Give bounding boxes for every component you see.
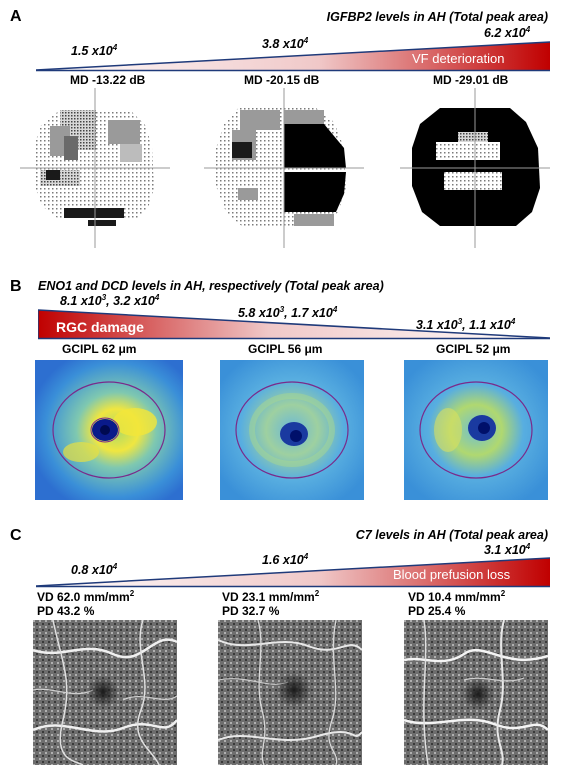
panel-a-md-1: MD -13.22 dB <box>70 73 146 87</box>
panel-c-letter: C <box>10 527 22 544</box>
oct-map-3 <box>404 360 548 500</box>
octa-image-3 <box>404 620 548 765</box>
octa-image-1 <box>33 620 177 765</box>
panel-c-title: C7 levels in AH (Total peak area) <box>355 528 548 542</box>
panel-b-gcipl-3: GCIPL 52 μm <box>436 342 511 356</box>
panel-a-title: IGFBP2 levels in AH (Total peak area) <box>326 10 548 24</box>
panel-a-wedge <box>36 41 550 72</box>
panel-b-letter: B <box>10 278 22 295</box>
panel-a-level-2: 3.8 x104 <box>262 35 309 51</box>
panel-a-letter: A <box>10 8 22 25</box>
panel-a-banner: VF deterioration <box>412 51 505 66</box>
panel-b-level-1: 8.1 x103, 3.2 x104 <box>60 292 160 308</box>
panel-c-metrics-1: VD 62.0 mm/mm2 PD 43.2 % <box>37 589 135 619</box>
panel-a-level-1: 1.5 x104 <box>71 42 118 58</box>
panel-c-wedge <box>36 557 550 588</box>
octa-image-2 <box>218 620 362 765</box>
visual-field-plot-1 <box>20 88 170 248</box>
visual-field-plot-3 <box>400 88 550 248</box>
panel-a-level-3: 6.2 x104 <box>484 24 531 40</box>
panel-b-gcipl-2: GCIPL 56 μm <box>248 342 323 356</box>
oct-map-1 <box>35 360 183 500</box>
panel-b-title: ENO1 and DCD levels in AH, respectively … <box>38 279 384 293</box>
panel-b-gcipl-1: GCIPL 62 μm <box>62 342 137 356</box>
panel-c-metrics-2: VD 23.1 mm/mm2 PD 32.7 % <box>222 589 320 619</box>
oct-map-2 <box>220 360 364 500</box>
visual-field-plot-2 <box>204 88 364 248</box>
panel-c-metrics-3: VD 10.4 mm/mm2 PD 25.4 % <box>408 589 506 619</box>
panel-c-level-2: 1.6 x104 <box>262 551 309 567</box>
panel-b-level-3: 3.1 x103, 1.1 x104 <box>416 316 516 332</box>
panel-b-banner: RGC damage <box>56 319 144 335</box>
panel-b-wedge <box>38 309 550 340</box>
panel-c-level-3: 3.1 x104 <box>484 541 531 557</box>
panel-b-level-2: 5.8 x103, 1.7 x104 <box>238 304 338 320</box>
panel-a-md-3: MD -29.01 dB <box>433 73 509 87</box>
panel-a-md-2: MD -20.15 dB <box>244 73 320 87</box>
panel-c-level-1: 0.8 x104 <box>71 561 118 577</box>
panel-c-banner: Blood prefusion loss <box>393 567 511 582</box>
